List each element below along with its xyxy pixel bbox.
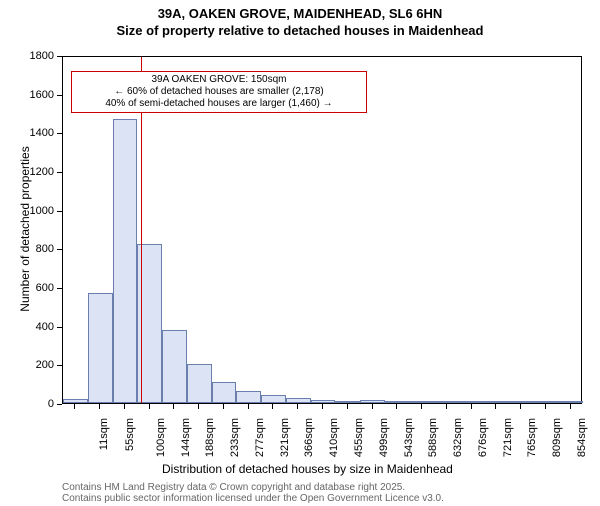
chart-title-main: 39A, OAKEN GROVE, MAIDENHEAD, SL6 6HN	[0, 6, 600, 21]
chart-container: 39A, OAKEN GROVE, MAIDENHEAD, SL6 6HN Si…	[0, 6, 600, 506]
bar	[63, 399, 88, 403]
annotation-line-2: ← 60% of detached houses are smaller (2,…	[76, 86, 362, 98]
bar	[162, 330, 187, 403]
x-tick-mark	[396, 404, 397, 409]
x-tick-label: 765sqm	[526, 418, 538, 457]
footer-line-1: Contains HM Land Registry data © Crown c…	[62, 482, 444, 493]
y-tick-label: 1200	[30, 166, 54, 178]
x-tick-mark	[495, 404, 496, 409]
x-tick-mark	[173, 404, 174, 409]
annotation-line-3: 40% of semi-detached houses are larger (…	[76, 98, 362, 110]
y-tick-label: 800	[36, 243, 54, 255]
bar	[509, 401, 534, 403]
x-tick-mark	[198, 404, 199, 409]
plot-area: 39A OAKEN GROVE: 150sqm ← 60% of detache…	[62, 56, 582, 404]
x-tick-label: 366sqm	[304, 418, 316, 457]
x-tick-mark	[223, 404, 224, 409]
x-tick-label: 55sqm	[124, 418, 136, 451]
x-tick-label: 233sqm	[229, 418, 241, 457]
y-tick-mark	[57, 133, 62, 134]
bar	[88, 293, 113, 403]
x-tick-label: 854sqm	[576, 418, 588, 457]
y-tick-label: 1400	[30, 127, 54, 139]
bar	[385, 401, 410, 403]
x-axis-title: Distribution of detached houses by size …	[162, 462, 453, 476]
annotation-box: 39A OAKEN GROVE: 150sqm ← 60% of detache…	[71, 71, 367, 113]
x-tick-mark	[347, 404, 348, 409]
x-tick-mark	[322, 404, 323, 409]
bar	[113, 119, 138, 403]
x-tick-mark	[421, 404, 422, 409]
x-tick-label: 100sqm	[155, 418, 167, 457]
x-tick-mark	[446, 404, 447, 409]
bar	[360, 400, 385, 403]
y-tick-mark	[57, 211, 62, 212]
x-tick-mark	[124, 404, 125, 409]
y-tick-label: 0	[48, 398, 54, 410]
bar	[410, 401, 435, 403]
y-tick-label: 1600	[30, 89, 54, 101]
x-tick-label: 188sqm	[205, 418, 217, 457]
y-tick-mark	[57, 249, 62, 250]
y-tick-label: 1800	[30, 50, 54, 62]
x-tick-label: 809sqm	[551, 418, 563, 457]
bar	[187, 364, 212, 403]
y-tick-mark	[57, 288, 62, 289]
x-tick-label: 588sqm	[427, 418, 439, 457]
y-tick-mark	[57, 404, 62, 405]
x-tick-label: 721sqm	[502, 418, 514, 457]
bar	[459, 401, 484, 403]
y-axis-title: Number of detached properties	[18, 129, 32, 329]
chart-title-sub: Size of property relative to detached ho…	[0, 23, 600, 38]
bar	[286, 398, 311, 403]
x-tick-label: 277sqm	[254, 418, 266, 457]
y-tick-label: 1000	[30, 205, 54, 217]
x-tick-label: 144sqm	[180, 418, 192, 457]
y-tick-mark	[57, 365, 62, 366]
bar	[311, 400, 336, 403]
x-tick-label: 676sqm	[477, 418, 489, 457]
footer-line-2: Contains public sector information licen…	[62, 493, 444, 504]
bar	[484, 401, 509, 403]
x-tick-label: 11sqm	[99, 418, 111, 450]
x-tick-mark	[297, 404, 298, 409]
x-tick-label: 632sqm	[452, 418, 464, 457]
x-tick-mark	[272, 404, 273, 409]
x-tick-label: 410sqm	[328, 418, 340, 457]
footer: Contains HM Land Registry data © Crown c…	[62, 482, 444, 504]
y-tick-label: 200	[36, 359, 54, 371]
y-tick-mark	[57, 327, 62, 328]
bar	[434, 401, 459, 403]
y-tick-mark	[57, 56, 62, 57]
bar	[261, 395, 286, 403]
bar	[533, 401, 558, 403]
annotation-line-1: 39A OAKEN GROVE: 150sqm	[76, 74, 362, 86]
y-tick-mark	[57, 95, 62, 96]
x-tick-mark	[372, 404, 373, 409]
bar	[558, 401, 583, 403]
x-tick-mark	[570, 404, 571, 409]
x-tick-label: 455sqm	[353, 418, 365, 457]
y-tick-mark	[57, 172, 62, 173]
x-tick-mark	[99, 404, 100, 409]
x-tick-mark	[149, 404, 150, 409]
bar	[335, 401, 360, 403]
x-tick-mark	[471, 404, 472, 409]
x-tick-mark	[74, 404, 75, 409]
x-tick-label: 499sqm	[378, 418, 390, 457]
y-tick-label: 600	[36, 282, 54, 294]
x-tick-mark	[520, 404, 521, 409]
bar	[212, 382, 237, 403]
x-tick-mark	[248, 404, 249, 409]
x-tick-label: 321sqm	[279, 418, 291, 457]
y-tick-label: 400	[36, 321, 54, 333]
bar	[236, 391, 261, 403]
x-tick-mark	[545, 404, 546, 409]
x-tick-label: 543sqm	[403, 418, 415, 457]
